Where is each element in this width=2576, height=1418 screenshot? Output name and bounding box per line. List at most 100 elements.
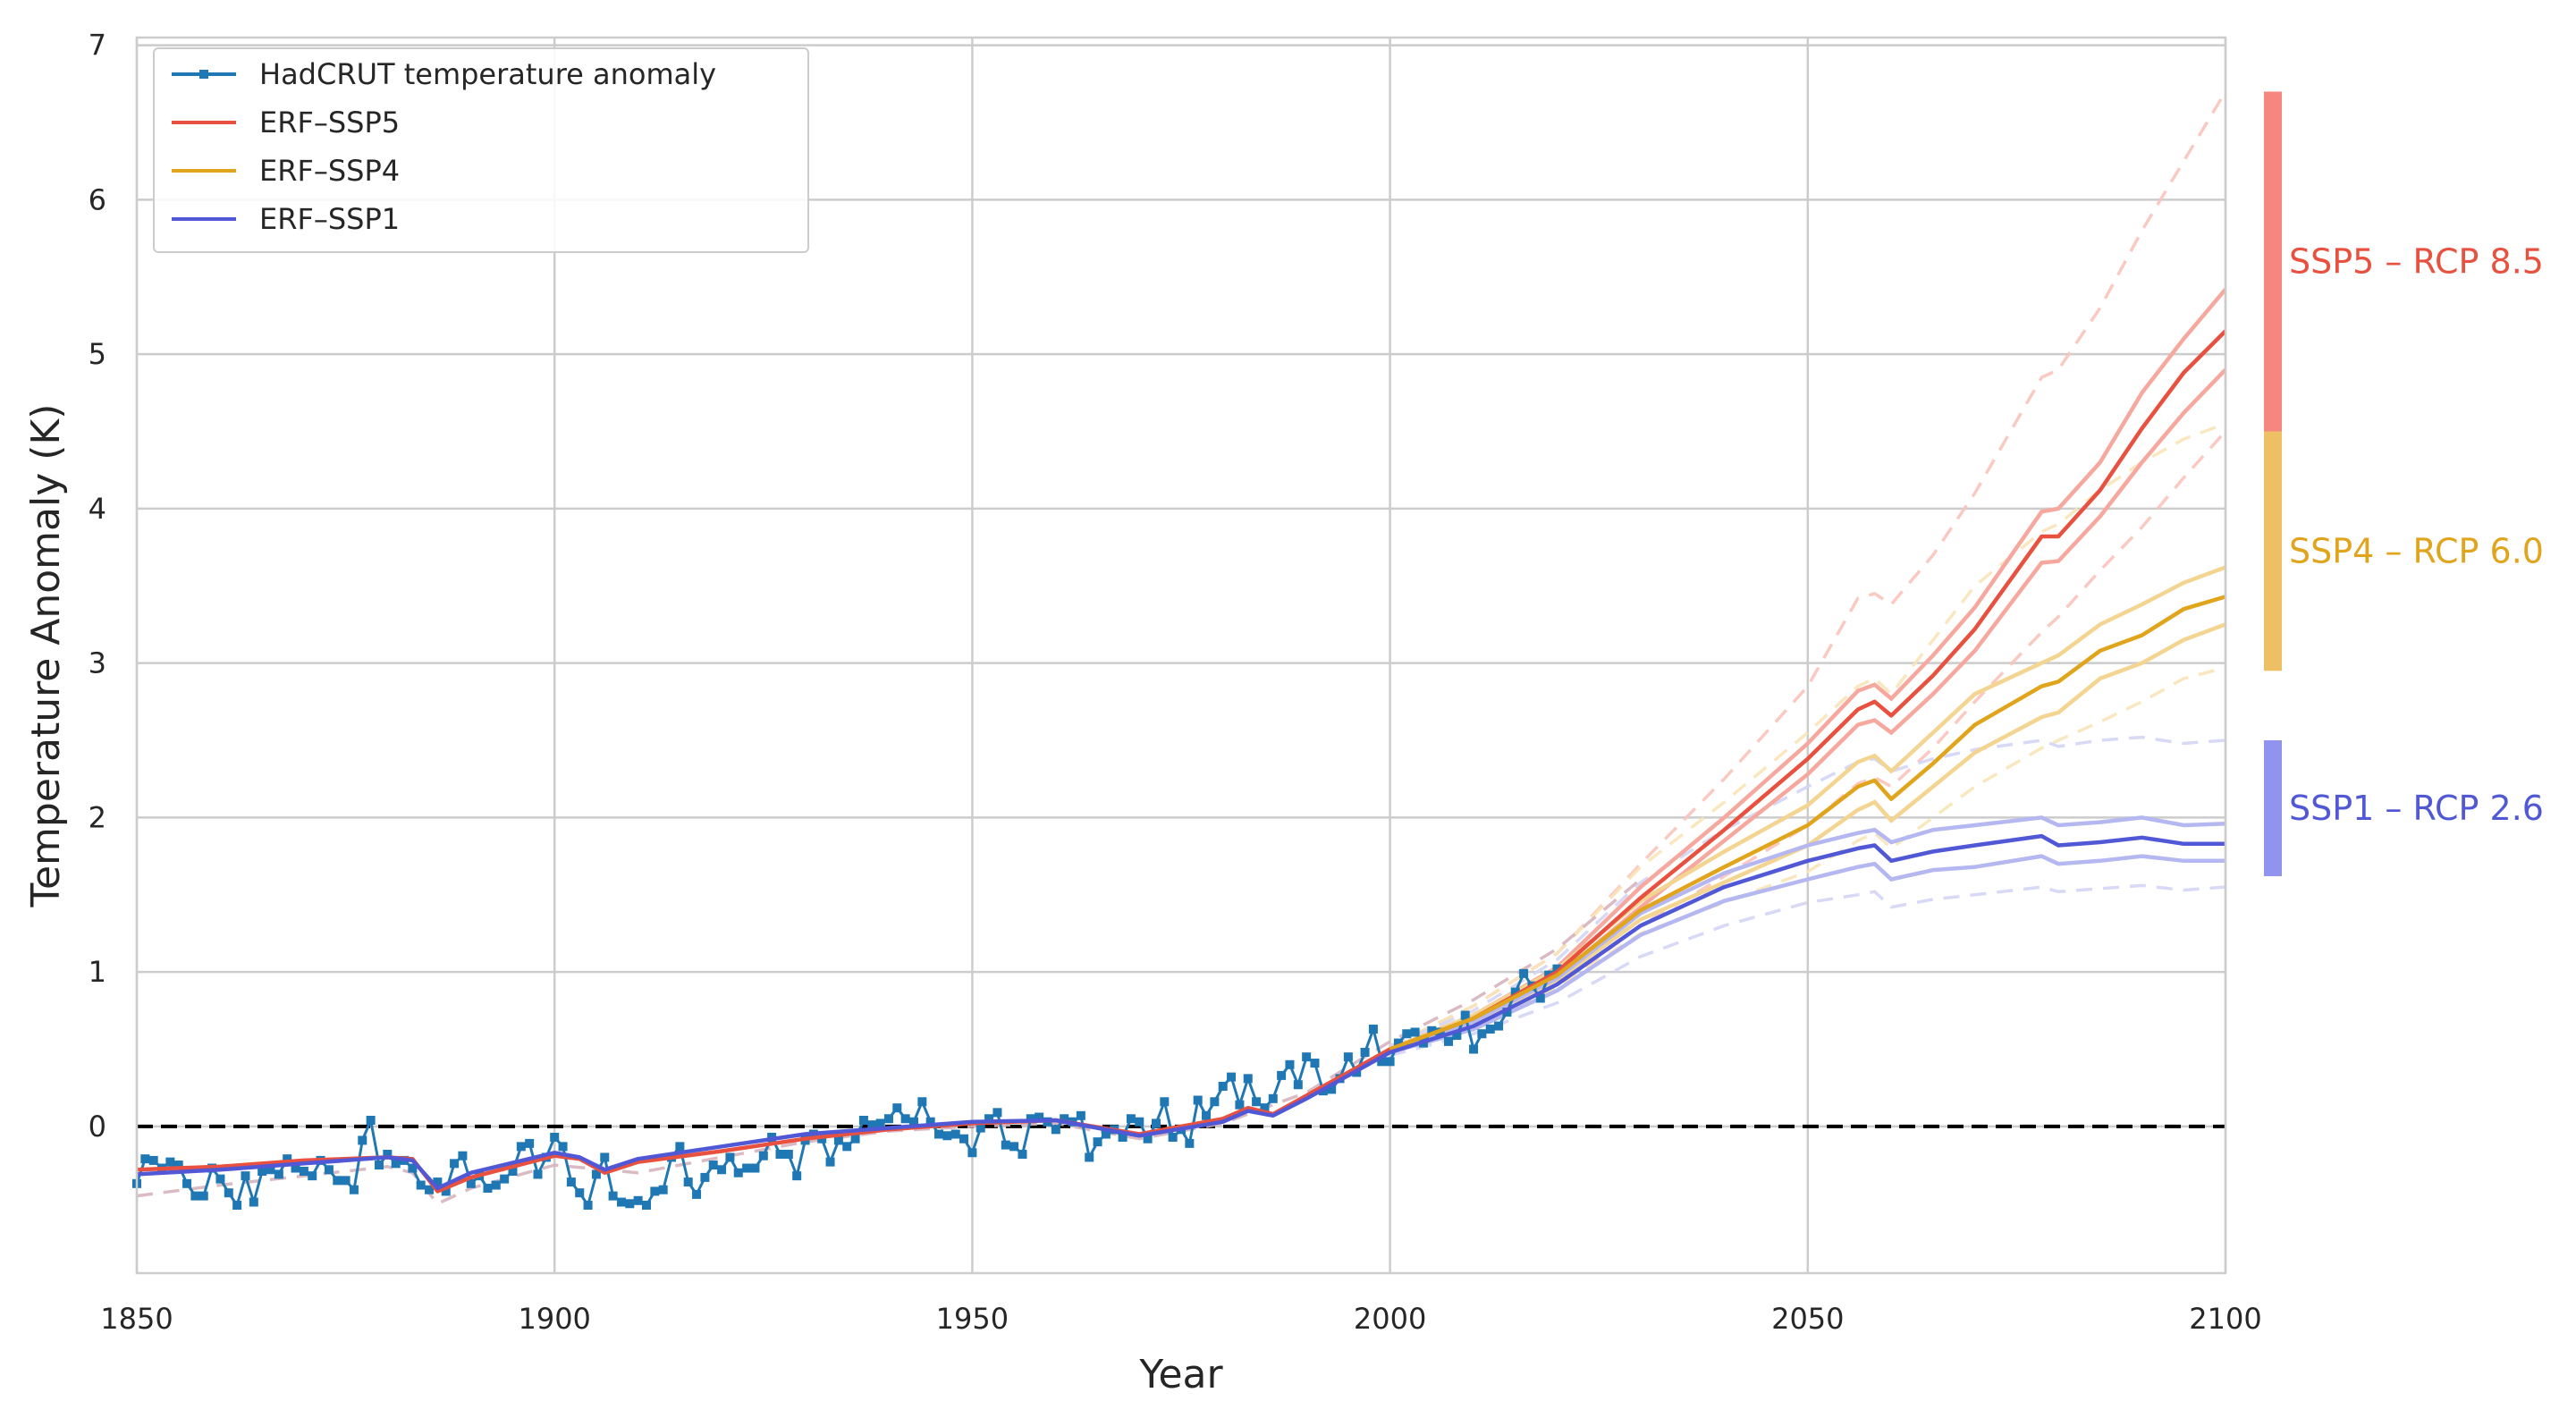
- hadcrut-point-1869: [291, 1163, 300, 1173]
- hadcrut-point-1887: [441, 1186, 451, 1196]
- hadcrut-point-1862: [232, 1200, 242, 1210]
- hadcrut-point-1925: [758, 1151, 768, 1161]
- axis-ticks: 1850 1900 1950 2000 2050 2100 0 1 2 3 4 5 6 7: [89, 29, 2262, 1336]
- hadcrut-point-1855: [173, 1161, 183, 1170]
- band-bar-ssp4-rcp-6-0: [2264, 431, 2282, 671]
- hadcrut-point-1943: [908, 1117, 918, 1127]
- hadcrut-point-1916: [683, 1177, 693, 1187]
- hadcrut-point-1987: [1277, 1070, 1287, 1080]
- hadcrut-point-1851: [140, 1154, 150, 1164]
- hadcrut-point-2000: [1385, 1057, 1395, 1067]
- hadcrut-point-1929: [792, 1171, 802, 1181]
- hadcrut-point-1956: [1018, 1149, 1027, 1159]
- hadcrut-point-1898: [533, 1169, 543, 1179]
- hadcrut-point-1875: [341, 1176, 351, 1186]
- hadcrut-point-1955: [1009, 1142, 1019, 1152]
- hadcrut-point-1944: [917, 1097, 927, 1107]
- hadcrut-point-1868: [283, 1154, 292, 1164]
- hadcrut-point-1886: [433, 1177, 443, 1187]
- hadcrut-point-1856: [182, 1178, 192, 1188]
- band-label-ssp1-rcp-2-6: SSP1 – RCP 2.6: [2289, 789, 2544, 828]
- hadcrut-point-1895: [508, 1166, 518, 1176]
- hadcrut-point-1960: [1051, 1125, 1060, 1135]
- hadcrut-point-2001: [1393, 1038, 1403, 1048]
- hadcrut-point-1989: [1293, 1080, 1303, 1090]
- legend-box: [153, 47, 809, 253]
- hadcrut-point-1894: [500, 1174, 510, 1184]
- y-tick-label-2: 2: [89, 800, 106, 834]
- legend-label-erf-ssp1: ERF–SSP1: [259, 202, 400, 236]
- hadcrut-point-1907: [608, 1191, 618, 1201]
- hadcrut-point-1972: [1151, 1118, 1161, 1128]
- y-axis-title: Temperature Anomaly (K): [23, 404, 69, 908]
- legend-entry-erf-ssp5: ERF–SSP5: [172, 106, 400, 139]
- y-tick-label-7: 7: [89, 29, 106, 63]
- hadcrut-point-1906: [600, 1152, 610, 1162]
- hadcrut-point-1913: [658, 1185, 668, 1194]
- hadcrut-point-2011: [1477, 1029, 1487, 1039]
- hadcrut-point-2007: [1444, 1036, 1454, 1046]
- hadcrut-point-1865: [258, 1166, 267, 1176]
- hadcrut-point-1864: [249, 1197, 258, 1207]
- x-tick-label-2100: 2100: [2189, 1302, 2261, 1336]
- hadcrut-point-1947: [942, 1131, 952, 1141]
- hadcrut-point-1857: [190, 1191, 200, 1201]
- series-ssp1-lower: [1389, 854, 2225, 1055]
- hadcrut-point-1983: [1243, 1074, 1253, 1084]
- hadcrut-point-1873: [324, 1165, 334, 1175]
- hadcrut-point-1888: [450, 1159, 460, 1169]
- hadcrut-point-1986: [1268, 1093, 1278, 1103]
- band-label-ssp5-rcp-8-5: SSP5 – RCP 8.5: [2289, 241, 2544, 281]
- hadcrut-point-1988: [1285, 1059, 1295, 1069]
- hadcrut-point-2003: [1410, 1027, 1420, 1037]
- x-tick-label-2050: 2050: [1771, 1302, 1844, 1336]
- hadcrut-point-1883: [408, 1163, 418, 1173]
- series-ssp1-max: [1389, 735, 2226, 1048]
- series-erf-ssp1: [136, 833, 2225, 1191]
- series-ssp1-min: [1389, 883, 2226, 1058]
- hadcrut-point-2010: [1469, 1044, 1479, 1054]
- hadcrut-point-1940: [883, 1114, 893, 1124]
- hadcrut-point-1876: [349, 1185, 359, 1194]
- legend-label-erf-ssp5: ERF–SSP5: [259, 106, 400, 139]
- hadcrut-point-1918: [700, 1172, 710, 1182]
- hadcrut-point-1951: [976, 1123, 985, 1133]
- hadcrut-point-1933: [825, 1157, 835, 1167]
- hadcrut-point-1880: [383, 1149, 393, 1159]
- hadcrut-point-1860: [215, 1174, 225, 1184]
- hadcrut-point-1861: [224, 1188, 233, 1198]
- legend-entry-erf-ssp1: ERF–SSP1: [172, 202, 400, 236]
- hadcrut-point-1946: [934, 1129, 944, 1139]
- hadcrut-point-1917: [692, 1189, 702, 1199]
- hadcrut-point-1879: [374, 1161, 384, 1170]
- hadcrut-point-1978: [1202, 1110, 1212, 1120]
- hadcrut-point-1957: [1026, 1114, 1035, 1124]
- hadcrut-point-1969: [1126, 1114, 1136, 1124]
- hadcrut-point-1905: [591, 1169, 601, 1179]
- hadcrut-point-1964: [1085, 1152, 1094, 1162]
- x-tick-label-1850: 1850: [100, 1302, 173, 1336]
- hadcrut-point-1973: [1160, 1097, 1170, 1107]
- scenario-bands: SSP5 – RCP 8.5 SSP4 – RCP 6.0 SSP1 – RCP 2…: [2264, 91, 2544, 877]
- y-tick-label-6: 6: [89, 182, 106, 216]
- band-label-ssp4-rcp-6-0: SSP4 – RCP 6.0: [2289, 531, 2544, 570]
- hadcrut-point-1909: [625, 1199, 635, 1209]
- hadcrut-point-1902: [566, 1177, 576, 1187]
- series-erf-ssp5: [136, 329, 2227, 1194]
- hadcrut-point-1871: [308, 1171, 317, 1181]
- hadcrut-point-2020: [1552, 964, 1562, 974]
- hadcrut-point-1890: [466, 1178, 476, 1188]
- x-tick-label-2000: 2000: [1354, 1302, 1426, 1336]
- hadcrut-point-1866: [266, 1165, 275, 1175]
- hadcrut-point-1912: [650, 1186, 660, 1196]
- x-tick-label-1950: 1950: [936, 1302, 1009, 1336]
- hadcrut-point-1970: [1135, 1117, 1144, 1127]
- hadcrut-point-1993: [1327, 1085, 1337, 1094]
- hadcrut-point-1997: [1360, 1047, 1370, 1057]
- hadcrut-point-1980: [1218, 1081, 1228, 1091]
- hadcrut-point-1924: [750, 1163, 760, 1173]
- legend: HadCRUT temperature anomaly ERF–SSP5 ERF–S…: [153, 47, 809, 253]
- hadcrut-point-2002: [1402, 1029, 1412, 1039]
- hadcrut-point-1904: [583, 1200, 593, 1210]
